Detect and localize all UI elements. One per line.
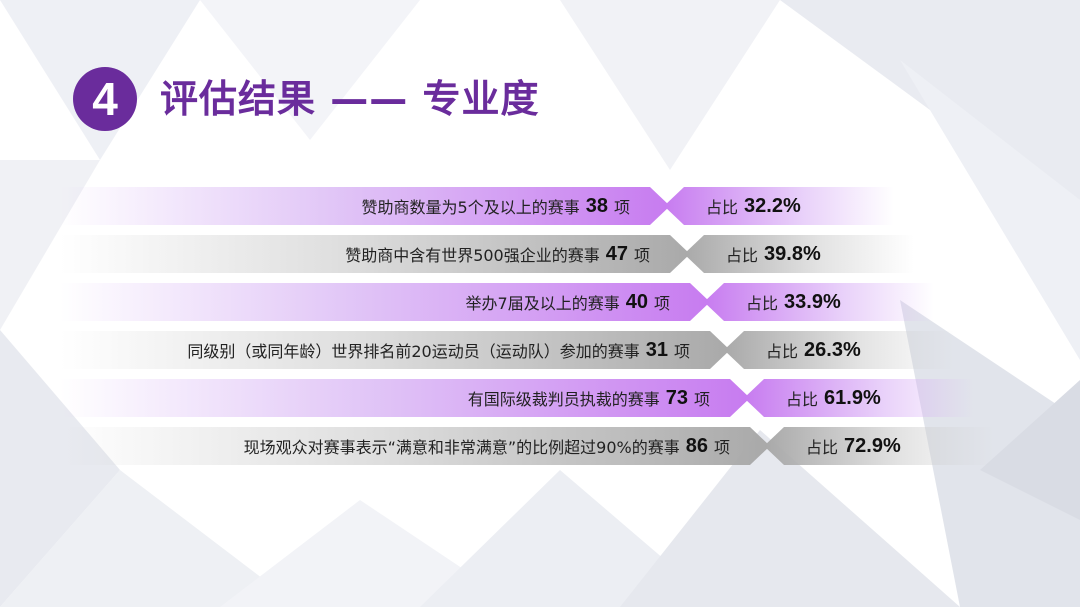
stat-ratio-bar: 占比 39.8% [684,235,914,273]
stat-unit: 项 [653,294,670,313]
stat-count: 86 [685,434,708,457]
stat-ratio-value: 26.3% [804,338,861,361]
stat-unit: 项 [633,246,650,265]
stat-count: 47 [605,242,628,265]
stat-description-bar: 举办7届及以上的赛事 40 项 [60,283,710,321]
stat-ratio-bar: 占比 32.2% [664,187,894,225]
stat-description-bar: 有国际级裁判员执裁的赛事 73 项 [60,379,750,417]
stat-row: 同级别（或同年龄）世界排名前20运动员（运动队）参加的赛事 31 项 占比 26.3% [0,331,1080,369]
stat-unit: 项 [673,342,690,361]
stat-count: 40 [625,290,648,313]
stat-description: 赞助商数量为5个及以上的赛事 [361,198,580,217]
stat-description: 赞助商中含有世界500强企业的赛事 [345,246,600,265]
stat-ratio-value: 72.9% [844,434,901,457]
stat-description: 有国际级裁判员执裁的赛事 [467,390,660,409]
stat-row: 举办7届及以上的赛事 40 项 占比 33.9% [0,283,1080,321]
stat-ratio-value: 39.8% [764,242,821,265]
stat-unit: 项 [693,390,710,409]
stat-ratio-bar: 占比 33.9% [704,283,934,321]
stat-ratio-bar: 占比 26.3% [724,331,954,369]
stat-row: 有国际级裁判员执裁的赛事 73 项 占比 61.9% [0,379,1080,417]
stat-ratio-label: 占比 [766,342,799,361]
stat-ratio-bar: 占比 72.9% [764,427,994,465]
stat-description-bar: 赞助商数量为5个及以上的赛事 38 项 [60,187,670,225]
stat-ratio-label: 占比 [786,390,819,409]
stat-count: 38 [585,194,608,217]
stat-ratio-label: 占比 [746,294,779,313]
stat-ratio-label: 占比 [806,438,839,457]
stat-row: 赞助商中含有世界500强企业的赛事 47 项 占比 39.8% [0,235,1080,273]
stat-description: 举办7届及以上的赛事 [465,294,620,313]
stat-ratio-value: 32.2% [744,194,801,217]
stat-description: 现场观众对赛事表示“满意和非常满意”的比例超过90%的赛事 [243,438,680,457]
stat-ratio-bar: 占比 61.9% [744,379,974,417]
stat-description-bar: 赞助商中含有世界500强企业的赛事 47 项 [60,235,690,273]
stat-unit: 项 [613,198,630,217]
stat-count: 73 [665,386,688,409]
stat-description: 同级别（或同年龄）世界排名前20运动员（运动队）参加的赛事 [187,342,640,361]
stat-ratio-value: 61.9% [824,386,881,409]
stat-description-bar: 同级别（或同年龄）世界排名前20运动员（运动队）参加的赛事 31 项 [60,331,730,369]
stat-ratio-value: 33.9% [784,290,841,313]
stat-row: 现场观众对赛事表示“满意和非常满意”的比例超过90%的赛事 86 项 占比 72.9% [0,427,1080,465]
section-number-badge: 4 [73,67,137,131]
stat-unit: 项 [713,438,730,457]
stat-row: 赞助商数量为5个及以上的赛事 38 项 占比 32.2% [0,187,1080,225]
stat-ratio-label: 占比 [706,198,739,217]
stat-description-bar: 现场观众对赛事表示“满意和非常满意”的比例超过90%的赛事 86 项 [60,427,770,465]
stat-ratio-label: 占比 [726,246,759,265]
page-title: 评估结果 —— 专业度 [160,77,540,121]
stat-count: 31 [645,338,668,361]
